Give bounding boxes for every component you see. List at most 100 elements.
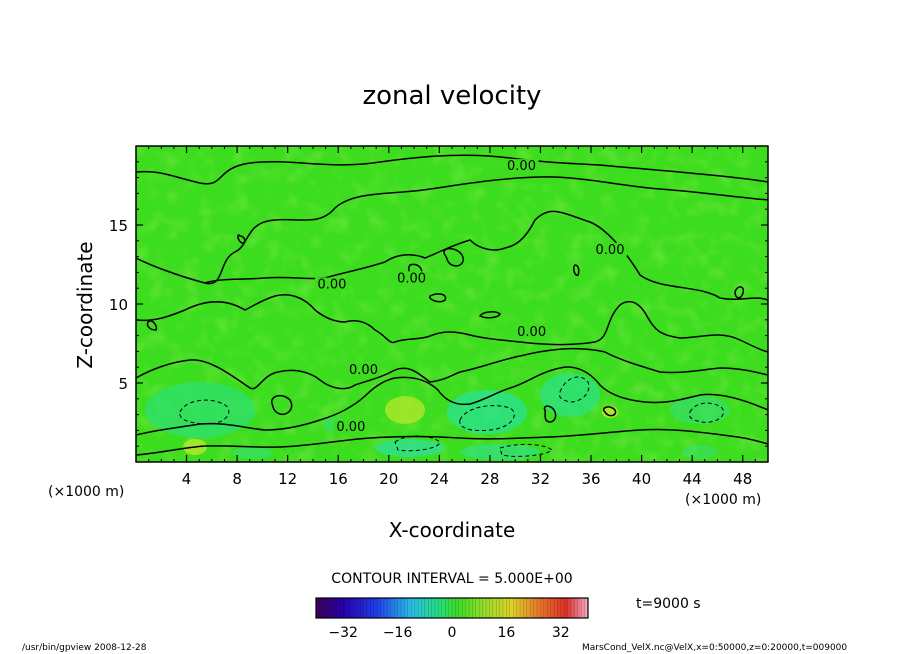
contour-label-bg [514, 325, 549, 339]
x-tick-label: 40 [632, 470, 651, 488]
contour-loop-8 [429, 293, 447, 303]
contour-label-bg [314, 277, 349, 291]
x-tick-label: 36 [581, 470, 600, 488]
colorbar-segment [350, 598, 354, 618]
colorbar-segment [322, 598, 327, 618]
colorbar-segment [367, 598, 371, 618]
footer-right: MarsCond_VelX.nc@VelX,x=0:50000,z=0:2000… [582, 643, 847, 653]
colorbar-segment [560, 598, 565, 618]
colorbar-segment [516, 598, 521, 618]
colorbar-segment [353, 598, 358, 618]
time-text: t=9000 s [636, 596, 701, 612]
contour-label: 0.00 [507, 159, 536, 174]
colorbar-segment [329, 598, 334, 618]
x-tick-label: 20 [379, 470, 398, 488]
colorbar-segment [356, 598, 361, 618]
x-axis-label: X-coordinate [389, 518, 516, 542]
colorbar-segment [360, 598, 364, 618]
colorbar-segment [455, 598, 460, 618]
colorbar-segment [394, 598, 398, 618]
contour-lower [136, 347, 768, 390]
y-tick-label: 10 [109, 296, 128, 314]
colorbar-segment [448, 598, 453, 618]
colorbar-segment [336, 598, 341, 618]
contour-label: 0.00 [349, 363, 378, 378]
x-unit-left: (×1000 m) [48, 484, 124, 500]
colorbar-segment [363, 598, 368, 618]
contour-loop-4 [734, 286, 745, 299]
colorbar-segment [316, 598, 320, 618]
colorbar-tick-label: −32 [328, 625, 358, 641]
contour-loop-6 [543, 405, 557, 423]
colorbar-tick-label: 16 [497, 625, 515, 641]
colorbar-segment [424, 598, 429, 618]
colorbar-segment [373, 598, 378, 618]
colorbar-segment [346, 598, 351, 618]
colorbar-segment [537, 598, 541, 618]
colorbar-segment [458, 598, 463, 618]
colorbar-segment [428, 598, 432, 618]
x-tick-label: 44 [683, 470, 702, 488]
colorbar-segment [377, 598, 381, 618]
colorbar-segment [333, 598, 337, 618]
colorbar-segment [339, 598, 344, 618]
colorbar-segment [421, 598, 426, 618]
contour-top [136, 154, 768, 185]
x-tick-label: 16 [329, 470, 348, 488]
colorbar-segment [326, 598, 330, 618]
contour-interval-text: CONTOUR INTERVAL = 5.000E+00 [331, 571, 572, 587]
contour-upper [136, 176, 768, 285]
contour-label-bg [346, 362, 381, 376]
colorbar-segment [547, 598, 551, 618]
contour-loop-10 [603, 406, 617, 417]
contour-label: 0.00 [336, 420, 365, 435]
y-axis: 5 10 15 [109, 161, 768, 447]
colorbar-tick-label: 32 [552, 625, 570, 641]
colorbar-segment [523, 598, 528, 618]
colorbar-segment [404, 598, 409, 618]
colorbar-tick-label: −16 [383, 625, 413, 641]
contour-loop-1 [237, 234, 246, 244]
colorbar-segment [506, 598, 511, 618]
contour-base [136, 428, 768, 456]
colorbar-segment [489, 598, 494, 618]
x-tick-label: 24 [430, 470, 449, 488]
x-tick-label: 4 [182, 470, 192, 488]
colorbar-segment [469, 598, 473, 618]
colorbar-segment [414, 598, 419, 618]
colorbar-segment [530, 598, 534, 618]
colorbar-segment [492, 598, 497, 618]
contour-loop-5 [271, 394, 293, 416]
x-axis: 4 8 12 16 20 24 28 32 36 40 44 48 [148, 146, 756, 488]
colorbar-frame [315, 597, 589, 619]
y-tick-label: 15 [109, 217, 128, 235]
contour-mid [136, 294, 768, 353]
colorbar-segment [370, 598, 375, 618]
colorbar-segment [343, 598, 347, 618]
colorbar-segment [564, 598, 568, 618]
colorbar-segment [520, 598, 524, 618]
colorbar-segment [533, 598, 538, 618]
plot-area: 0.00 0.00 0.00 0.00 0.00 0.00 0.00 [136, 146, 768, 462]
colorbar-segment [581, 598, 585, 618]
colorbar-tick-label: 0 [448, 625, 457, 641]
colorbar-segment [503, 598, 507, 618]
colorbar-segment [401, 598, 405, 618]
colorbar-segment [526, 598, 531, 618]
colorbar-segment [411, 598, 415, 618]
colorbar-segment [452, 598, 456, 618]
colorbar: −32 −16 0 16 32 [315, 597, 589, 641]
x-unit-right: (×1000 m) [685, 492, 761, 508]
x-tick-label: 8 [232, 470, 242, 488]
colorbar-segment [554, 598, 558, 618]
colorbar-segment [482, 598, 487, 618]
contour-loop-3 [573, 264, 580, 277]
colorbar-segment [509, 598, 514, 618]
colorbar-segment [397, 598, 402, 618]
colorbar-segment [319, 598, 324, 618]
contour-bottom [136, 366, 768, 436]
colorbar-segment [390, 598, 395, 618]
colorbar-segment [384, 598, 388, 618]
colorbar-segment [574, 598, 579, 618]
